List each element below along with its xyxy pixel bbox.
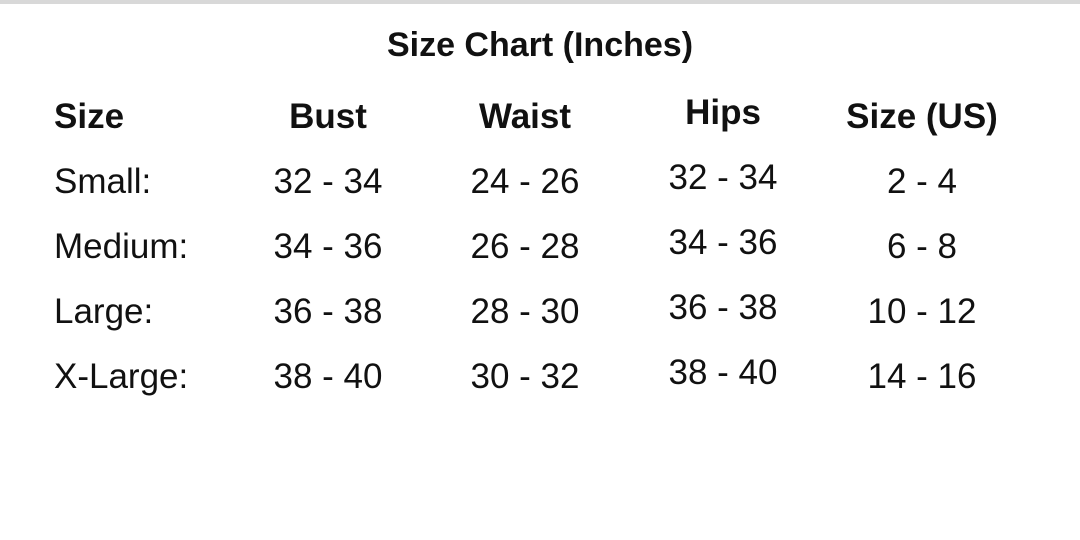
table-cell: 10 - 12 [867, 292, 977, 331]
table-cell: 2 - 4 [886, 162, 958, 201]
column-header: Size (US) [846, 97, 998, 136]
table-cell: 30 - 32 [470, 357, 580, 396]
table-cell: 26 - 28 [470, 227, 580, 266]
table-cell: 36 - 38 [273, 292, 383, 331]
table-cell: 14 - 16 [867, 357, 977, 396]
table-cell: 36 - 38 [668, 288, 778, 327]
top-border [0, 0, 1080, 4]
table-cell: 28 - 30 [470, 292, 580, 331]
row-label: X-Large: [54, 357, 189, 396]
row-label: Small: [54, 162, 152, 201]
table-cell: 24 - 26 [470, 162, 580, 201]
table-cell: 32 - 34 [273, 162, 383, 201]
column-header: Size [54, 97, 125, 136]
row-label: Medium: [54, 227, 189, 266]
column-header: Hips [685, 93, 761, 132]
column-header: Bust [289, 97, 367, 136]
table-cell: 6 - 8 [886, 227, 958, 266]
table-cell: 38 - 40 [668, 353, 778, 392]
page-title: Size Chart (Inches) [386, 26, 694, 64]
table-cell: 34 - 36 [273, 227, 383, 266]
table-cell: 34 - 36 [668, 223, 778, 262]
table-cell: 38 - 40 [273, 357, 383, 396]
row-label: Large: [54, 292, 154, 331]
table-cell: 32 - 34 [668, 158, 778, 197]
column-header: Waist [478, 97, 572, 136]
